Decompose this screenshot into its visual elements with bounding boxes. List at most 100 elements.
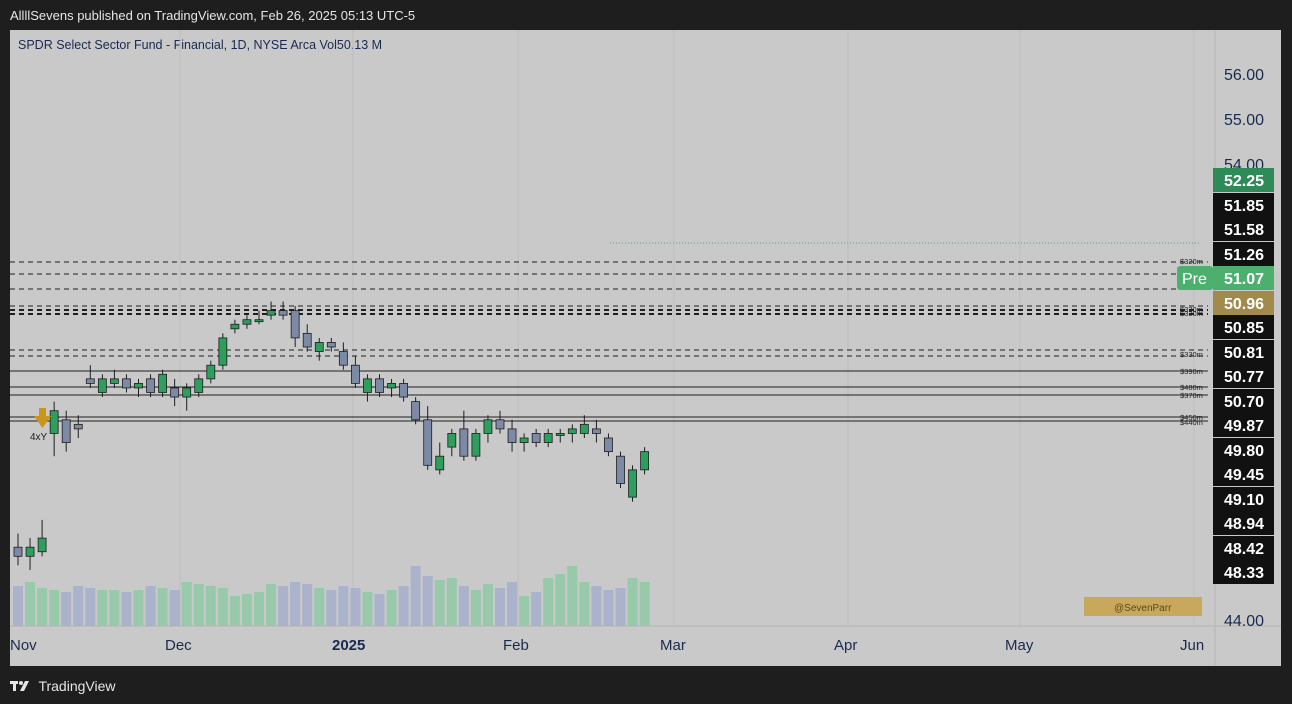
candle-body [579, 423, 589, 434]
volume-bar [591, 586, 602, 626]
watermark-box [1084, 597, 1202, 616]
volume-bar [205, 586, 216, 626]
volume-bar [362, 592, 373, 626]
volume-bar [290, 582, 301, 626]
volume-bar [217, 588, 228, 626]
pre-tag [1177, 266, 1213, 290]
candle-body [110, 378, 119, 384]
volume-bar [446, 578, 457, 626]
price-badge [1213, 413, 1274, 437]
watermark-label: @SevenParr [1114, 603, 1172, 614]
level-label: $390m [1180, 367, 1203, 376]
x-tick-label: Feb [503, 637, 529, 654]
candle-body [206, 364, 216, 380]
volume-bar [579, 582, 590, 626]
volume-bar [338, 586, 349, 626]
volume-bar [49, 590, 60, 626]
volume-bar [121, 592, 132, 626]
price-badge-label: 51.07 [1224, 271, 1264, 288]
x-tick-label: May [1005, 637, 1034, 654]
x-tick-label: Nov [10, 637, 37, 654]
volume-bar [25, 582, 36, 626]
candle-body [25, 546, 35, 557]
price-badge-label: 48.42 [1224, 541, 1264, 558]
candle-body [447, 433, 457, 448]
candle-body [61, 419, 71, 443]
volume-bar [386, 590, 397, 626]
publish-header: AllllSevens published on TradingView.com… [0, 0, 1292, 30]
price-badge-label: 50.81 [1224, 345, 1264, 362]
candle-body [314, 342, 324, 352]
level-label: $320m [1180, 257, 1203, 266]
volume-bar [254, 592, 264, 626]
publish-info: AllllSevens published on TradingView.com… [10, 8, 416, 23]
price-badge [1213, 364, 1274, 388]
volume-bar [157, 588, 168, 626]
volume-bar [302, 584, 313, 626]
candle-body [519, 437, 529, 443]
level-label: $330m [1180, 305, 1203, 314]
volume-bar [434, 580, 445, 626]
price-badge-label: 49.45 [1224, 467, 1264, 484]
candle-body [85, 378, 95, 384]
price-badge [1213, 266, 1274, 290]
price-badge-label: 49.80 [1224, 443, 1264, 460]
price-badge [1213, 315, 1274, 339]
volume-bar [241, 594, 252, 626]
candle-body [399, 382, 409, 398]
volume-bar [543, 578, 554, 626]
level-label: $370m [1180, 391, 1203, 400]
volume-bar [314, 588, 325, 626]
volume-bar [639, 582, 650, 626]
price-badge-label: 49.87 [1224, 418, 1264, 435]
candle-body [363, 378, 372, 393]
volume-bar [97, 590, 108, 626]
price-badge [1213, 217, 1274, 241]
volume-bar [85, 588, 96, 626]
candle-body [411, 401, 421, 421]
price-badge [1213, 462, 1274, 486]
volume-bar [350, 588, 361, 626]
level-label: $440m [1180, 418, 1203, 427]
candle-body [592, 428, 601, 434]
price-badge-label: 50.96 [1224, 296, 1264, 313]
price-badge-label: 51.85 [1224, 198, 1264, 215]
arrow-up-icon [34, 408, 51, 428]
candle-body [375, 378, 384, 393]
volume-bar [374, 594, 385, 626]
candle-body [134, 382, 143, 389]
chart-panel[interactable]: SPDR Select Sector Fund - Financial, 1D,… [10, 30, 1281, 666]
x-tick-label: 2025 [332, 637, 365, 654]
volume-bar [555, 574, 566, 626]
volume-bar [229, 596, 240, 626]
y-tick-label: 55.00 [1224, 112, 1264, 129]
candle-body [471, 433, 481, 457]
candle-body [158, 373, 168, 393]
candle-body [230, 323, 240, 330]
candle-body [483, 419, 493, 434]
candle-body [194, 378, 204, 393]
level-label: $330m [1180, 350, 1203, 359]
volume-bar [531, 592, 542, 626]
candle-body [459, 428, 469, 457]
price-badge [1213, 193, 1274, 217]
candlestick-chart[interactable]: $320m $330m $390m $480m$370m $450m$440m $330m… [10, 30, 1281, 666]
price-badge [1213, 242, 1274, 266]
candle-body [170, 387, 180, 398]
level-label: $450m [1180, 413, 1203, 422]
candle-body [278, 310, 288, 316]
volume-bar [278, 586, 289, 626]
price-badge [1213, 487, 1274, 511]
candle-body [435, 455, 445, 471]
price-badge [1213, 438, 1274, 462]
volume-bar [627, 578, 638, 626]
volume-bar [495, 588, 505, 626]
x-tick-label: Apr [834, 637, 857, 654]
price-badge [1213, 340, 1274, 364]
candle-body [616, 455, 625, 484]
candle-body [495, 419, 505, 430]
volume-bar [133, 590, 144, 626]
candle-body [73, 423, 83, 430]
volume-bar [470, 590, 481, 626]
price-badge [1213, 560, 1274, 584]
